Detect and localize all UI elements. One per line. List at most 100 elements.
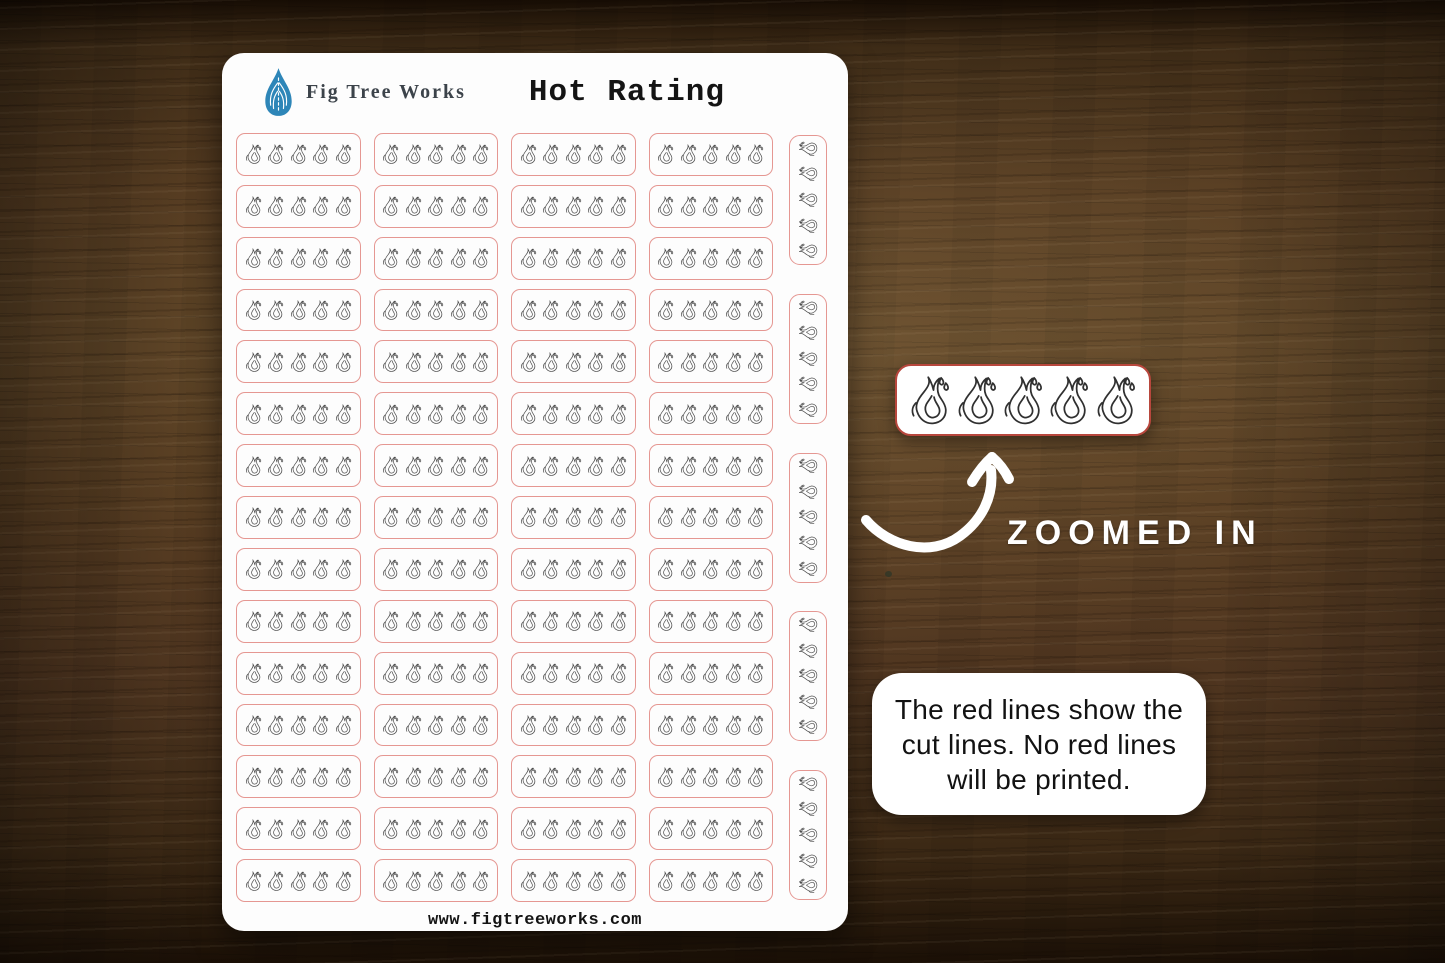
flame-icon xyxy=(245,715,261,735)
flame-icon xyxy=(245,352,261,372)
flame-icon xyxy=(543,663,559,683)
flame-icon xyxy=(313,819,329,839)
flame-icon xyxy=(748,559,764,580)
flame-icon xyxy=(428,352,444,372)
flame-icon xyxy=(473,404,489,424)
flame-icon xyxy=(658,767,674,787)
flame-icon xyxy=(313,767,329,787)
flame-icon xyxy=(268,404,284,424)
flame-icon xyxy=(798,351,818,366)
sticker-strip xyxy=(373,133,498,176)
flame-icon xyxy=(565,870,581,891)
flame-icon xyxy=(543,611,559,632)
flame-icon xyxy=(588,144,604,165)
sticker-strip xyxy=(511,184,636,228)
flame-icon xyxy=(703,248,719,268)
flame-icon xyxy=(658,611,674,632)
flame-icon xyxy=(703,767,719,787)
flame-icon xyxy=(798,141,818,156)
flame-icon xyxy=(610,248,626,268)
flame-icon xyxy=(610,611,626,632)
flame-icon xyxy=(290,404,306,424)
sticker-strip xyxy=(236,547,361,591)
flame-icon xyxy=(565,456,581,476)
flame-icon xyxy=(335,870,351,891)
flame-icon xyxy=(565,819,581,839)
sticker-strip xyxy=(511,547,636,591)
sticker-strip xyxy=(511,288,636,332)
flame-icon xyxy=(313,870,329,891)
flame-icon xyxy=(405,870,421,891)
flame-icon xyxy=(335,456,351,476)
flame-icon xyxy=(383,559,399,580)
sticker-strip xyxy=(373,651,498,695)
flame-icon xyxy=(245,870,261,891)
sticker-strip xyxy=(648,859,773,902)
flame-icon xyxy=(335,507,351,528)
flame-icon xyxy=(335,300,351,320)
brand-name: Fig Tree Works xyxy=(306,80,466,103)
flame-icon xyxy=(520,819,536,839)
flame-icon xyxy=(450,507,466,528)
flame-icon xyxy=(520,715,536,735)
flame-icon xyxy=(383,507,399,528)
flame-icon xyxy=(543,352,559,372)
flame-icon xyxy=(798,484,818,499)
flame-icon xyxy=(748,663,764,683)
flame-icon xyxy=(543,559,559,580)
sticker-strip xyxy=(511,392,636,436)
flame-icon xyxy=(335,144,351,165)
flame-icon xyxy=(725,559,741,580)
flame-icon xyxy=(313,196,329,217)
flame-icon xyxy=(450,870,466,891)
flame-icon xyxy=(725,611,741,632)
sticker-strip xyxy=(648,184,773,228)
flame-icon xyxy=(473,870,489,891)
flame-icon xyxy=(725,507,741,528)
flame-icon xyxy=(565,507,581,528)
flame-icon xyxy=(268,663,284,683)
flame-icon xyxy=(798,720,818,735)
flame-icon xyxy=(405,248,421,268)
flame-icon xyxy=(798,878,818,894)
sticker-strip xyxy=(373,547,498,591)
flame-icon xyxy=(428,404,444,424)
sticker-strip xyxy=(511,651,636,695)
flame-icon xyxy=(290,767,306,787)
flame-icon xyxy=(335,611,351,632)
flame-icon xyxy=(725,352,741,372)
flame-icon xyxy=(428,819,444,839)
fig-drop-icon xyxy=(265,68,292,116)
flame-icon xyxy=(798,669,818,684)
flame-icon xyxy=(610,404,626,424)
flame-icon xyxy=(680,456,696,476)
flame-icon xyxy=(680,300,696,320)
flame-icon xyxy=(290,715,306,735)
flame-icon xyxy=(428,715,444,735)
sticker-strip xyxy=(373,288,498,332)
flame-icon xyxy=(725,404,741,424)
flame-icon xyxy=(798,853,818,868)
flame-icon xyxy=(798,510,818,525)
flame-icon xyxy=(658,144,674,165)
flame-icon xyxy=(450,300,466,320)
flame-icon xyxy=(335,404,351,424)
sticker-grid xyxy=(236,133,773,902)
sticker-strip xyxy=(648,236,773,280)
flame-icon xyxy=(313,300,329,320)
flame-icon xyxy=(1097,376,1135,425)
flame-icon xyxy=(798,243,818,259)
flame-icon xyxy=(313,456,329,476)
flame-icon xyxy=(703,819,719,839)
flame-icon xyxy=(588,300,604,320)
flame-icon xyxy=(565,300,581,320)
flame-icon xyxy=(748,611,764,632)
sticker-strip xyxy=(373,807,498,851)
flame-icon xyxy=(588,767,604,787)
flame-icon xyxy=(748,404,764,424)
flame-icon xyxy=(268,248,284,268)
flame-icon xyxy=(725,144,741,165)
flame-icon xyxy=(313,144,329,165)
flame-icon xyxy=(725,663,741,683)
flame-icon xyxy=(658,663,674,683)
